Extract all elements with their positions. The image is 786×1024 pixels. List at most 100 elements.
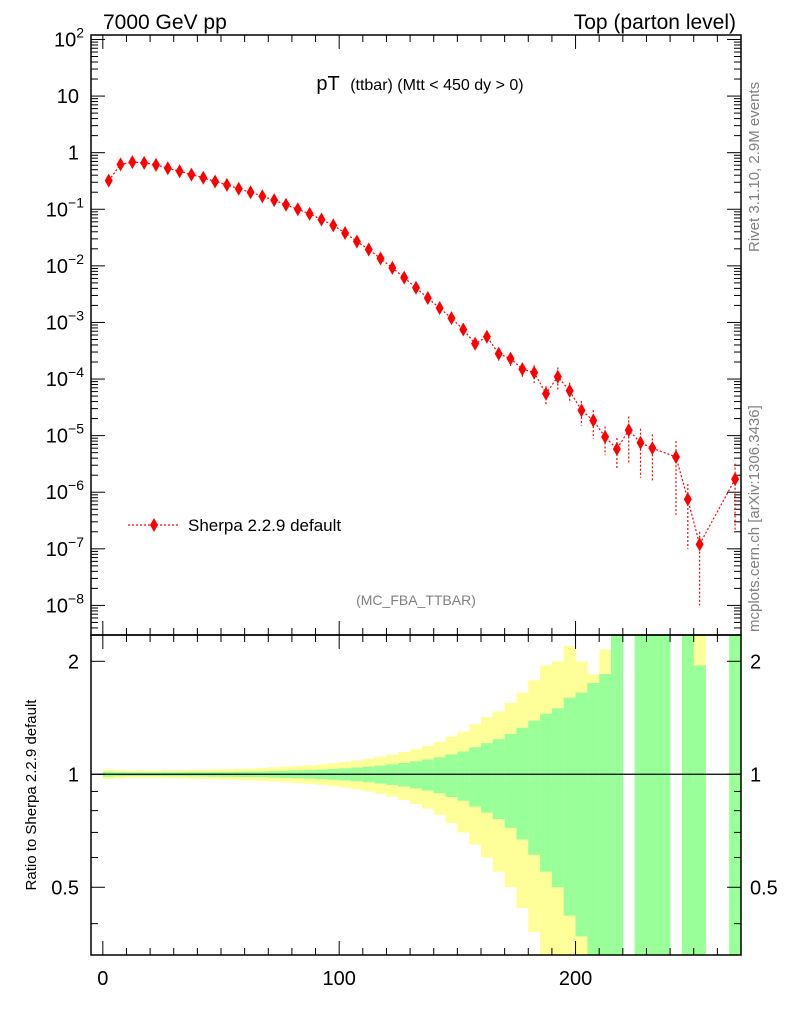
data-point (518, 362, 527, 377)
green-band-bin (681, 635, 695, 955)
green-band-bin (540, 713, 553, 872)
data-point (305, 206, 314, 221)
green-band-bin (492, 739, 505, 820)
data-point (601, 429, 610, 444)
data-point (282, 197, 290, 212)
y-tick-label: 10−7 (46, 534, 84, 561)
data-point (400, 270, 409, 285)
y-tick-label: 10−6 (46, 477, 84, 504)
y-tick-label: 10−8 (46, 590, 84, 617)
data-point (542, 386, 550, 401)
data-point (211, 174, 220, 189)
data-point (482, 329, 491, 344)
green-band-bin (528, 720, 541, 855)
data-point (187, 167, 196, 182)
green-band-bin (729, 635, 742, 955)
analysis-label: (MC_FBA_TTBAR) (356, 592, 476, 608)
data-point (412, 280, 420, 295)
green-band-bin (587, 683, 600, 955)
y-tick-label: 10−1 (46, 194, 84, 221)
data-point (612, 442, 621, 457)
y-tick-label: 10−4 (46, 364, 84, 391)
data-point (683, 492, 692, 507)
green-band-bin (469, 747, 482, 807)
data-point (506, 351, 515, 366)
data-point (553, 369, 562, 384)
data-point (352, 234, 361, 249)
data-point (152, 157, 160, 172)
ratio-y-tick-label-right: 1 (750, 764, 761, 786)
ratio-axes: 0 100 200 0.5 0.5 1 1 2 2 (51, 635, 778, 990)
data-point (648, 441, 657, 456)
rivet-label: Rivet 3.1.10, 2.9M events (746, 82, 763, 252)
data-point (140, 155, 149, 170)
data-point (435, 300, 444, 315)
y-tick-label: 10−2 (46, 251, 84, 278)
data-point (175, 164, 184, 179)
legend-label: Sherpa 2.2.9 default (188, 516, 341, 535)
data-point (104, 173, 113, 188)
data-point (577, 403, 586, 418)
ratio-y-tick-label-right: 2 (750, 651, 761, 673)
ratio-y-tick-label: 1 (68, 764, 79, 786)
y-tick-label: 1 (68, 143, 79, 165)
data-point (163, 161, 172, 176)
data-point (471, 336, 480, 351)
main-axes: 10−8 10−7 10−6 10−5 10−4 10−3 10−2 10−1 1 10 102 (46, 24, 742, 636)
data-point (234, 181, 243, 196)
header-left: 7000 GeV pp (103, 11, 227, 34)
legend-marker (150, 518, 158, 532)
data-point (293, 202, 302, 217)
data-point (388, 260, 397, 275)
data-point (695, 537, 704, 552)
series-line (108, 161, 736, 546)
ratio-ylabel: Ratio to Sherpa 2.2.9 default (23, 699, 40, 891)
ratio-y-tick-label: 0.5 (51, 877, 79, 899)
x-tick-label: 100 (322, 968, 355, 990)
data-point (116, 157, 125, 172)
data-point (222, 177, 231, 192)
data-point (329, 218, 338, 233)
main-frame (90, 34, 742, 636)
ratio-y-tick-label-right: 0.5 (750, 877, 778, 899)
header-right: Top (parton level) (574, 11, 736, 34)
data-point (624, 423, 633, 438)
data-point (589, 413, 598, 428)
green-band-bin (516, 727, 529, 840)
data-point (731, 472, 740, 487)
y-tick-label: 102 (54, 24, 84, 51)
series-sherpa (104, 155, 740, 606)
y-tick-label: 10 (57, 86, 79, 108)
plot-title-sub: (ttbar) (Mtt < 450 dy > 0) (350, 77, 523, 94)
x-tick-label: 0 (97, 968, 108, 990)
green-band-bin (634, 635, 647, 955)
data-point (128, 155, 137, 170)
green-band-bin (646, 635, 671, 955)
mcplots-label: mcplots.cern.ch [arXiv:1306.3436] (746, 405, 763, 632)
green-band-bin (599, 673, 612, 955)
data-point (447, 311, 456, 326)
data-point (258, 189, 267, 204)
y-tick-label: 10−3 (46, 307, 84, 334)
legend: Sherpa 2.2.9 default (128, 516, 341, 535)
data-point (565, 383, 574, 398)
data-point (459, 322, 468, 337)
green-band-bin (504, 734, 517, 828)
ratio-bands (91, 635, 742, 955)
ratio-frame (90, 634, 742, 956)
green-band-bin (575, 692, 588, 937)
data-point (494, 346, 503, 361)
plot-title-main: pT (316, 73, 339, 95)
data-point (270, 193, 279, 208)
green-band-bin (563, 697, 576, 916)
green-band-bin (693, 665, 706, 955)
green-band-bin (421, 759, 435, 791)
data-point (672, 449, 680, 464)
data-point (364, 242, 373, 257)
data-point (317, 212, 326, 227)
x-tick-label: 200 (559, 968, 592, 990)
data-point (246, 185, 255, 200)
y-tick-label: 10−5 (46, 421, 84, 448)
green-band-bin (611, 635, 624, 955)
